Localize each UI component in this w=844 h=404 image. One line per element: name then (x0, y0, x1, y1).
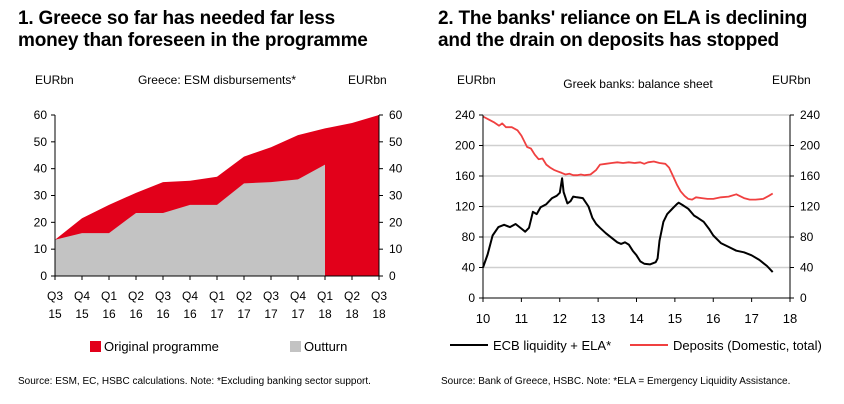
chart2-xtick-label: 14 (629, 311, 643, 326)
chart1-ytick-label-left: 40 (34, 162, 48, 176)
chart1-ytick-label-right: 10 (389, 242, 403, 256)
chart1-ytick-label-left: 20 (34, 215, 48, 229)
chart1-xtick-label-quarter: Q4 (182, 289, 198, 303)
chart1-ytick-label-right: 60 (389, 108, 403, 122)
chart1-xtick-label-year: 17 (291, 307, 305, 321)
chart2-ytick-label-left: 160 (455, 169, 475, 183)
chart1-ytick-label-left: 0 (40, 269, 47, 283)
chart1-xtick-label-quarter: Q1 (209, 289, 225, 303)
chart2-ytick-label-left: 0 (468, 291, 475, 305)
line-ecb-liquidity-ela (482, 177, 774, 273)
chart2-ytick-label-left: 120 (455, 200, 475, 214)
chart1-ytick-label-left: 10 (34, 242, 48, 256)
chart2-ytick-label-left: 200 (455, 139, 475, 153)
chart2-title-line1: 2. The banks' reliance on ELA is declini… (438, 8, 808, 29)
chart2-ylabel-left: EURbn (457, 73, 496, 87)
chart1-ytick-label-left: 60 (34, 108, 48, 122)
chart2-ytick-label-right: 0 (800, 291, 807, 305)
chart1-xtick-label-year: 16 (102, 307, 116, 321)
chart1-xtick-label-year: 16 (129, 307, 143, 321)
chart2-xtick-label: 15 (668, 311, 682, 326)
chart1-xtick-label-quarter: Q3 (47, 289, 63, 303)
chart2-ytick-label-left: 40 (462, 261, 476, 275)
chart2-ytick-label-right: 120 (800, 200, 820, 214)
chart1-xtick-label-quarter: Q1 (101, 289, 117, 303)
chart2-ytick-label-right: 160 (800, 169, 820, 183)
chart1-ylabel-right: EURbn (348, 73, 387, 87)
chart1-xtick-label-quarter: Q1 (317, 289, 333, 303)
chart1-xtick-label-quarter: Q3 (155, 289, 171, 303)
chart2-xtick-label: 11 (515, 311, 529, 326)
chart1-xtick-label-year: 15 (48, 307, 62, 321)
chart1-xtick-label-year: 16 (156, 307, 170, 321)
chart1-xtick-label-year: 18 (318, 307, 332, 321)
area-outturn (55, 164, 325, 276)
chart1-ytick-label-right: 50 (389, 135, 403, 149)
chart2-ytick-label-right: 200 (800, 139, 820, 153)
legend-swatch-outturn (290, 341, 301, 352)
chart1-title-line2: money than foreseen in the programme (18, 30, 368, 51)
chart2-xtick-label: 12 (553, 311, 567, 326)
chart1-ytick-label-right: 40 (389, 162, 403, 176)
chart1-ytick-label-right: 30 (389, 189, 403, 203)
chart1-xtick-label-quarter: Q4 (290, 289, 306, 303)
chart2-xtick-label: 13 (591, 311, 605, 326)
chart1-subtitle: Greece: ESM disbursements* (138, 73, 296, 87)
chart1-xtick-label-year: 18 (372, 307, 386, 321)
chart1-ytick-label-left: 50 (34, 135, 48, 149)
chart2-subtitle: Greek banks: balance sheet (563, 77, 713, 91)
legend-swatch-original-programme (90, 341, 101, 352)
chart1-xtick-label-quarter: Q2 (236, 289, 252, 303)
legend-label-original-programme: Original programme (104, 339, 219, 354)
chart2-xtick-label: 10 (476, 311, 490, 326)
chart2-title: 2. The banks' reliance on ELA is declini… (438, 8, 807, 52)
chart2-xtick-label: 18 (783, 311, 797, 326)
chart1-xtick-label-year: 17 (210, 307, 224, 321)
chart1-title: 1. Greece so far has needed far less mon… (18, 8, 368, 52)
chart2-ytick-label-left: 240 (455, 108, 475, 122)
legend-label-deposits: Deposits (Domestic, total) (673, 338, 822, 353)
chart2-ylabel-right: EURbn (772, 73, 811, 87)
chart1-xtick-label-quarter: Q3 (371, 289, 387, 303)
chart2-ytick-label-left: 80 (462, 230, 476, 244)
chart2-ytick-label-right: 80 (800, 230, 814, 244)
chart1-xtick-label-quarter: Q2 (128, 289, 144, 303)
chart1-title-line1: 1. Greece so far has needed far less (18, 8, 336, 29)
chart1-xtick-label-year: 17 (237, 307, 251, 321)
chart1-xtick-label-quarter: Q3 (263, 289, 279, 303)
chart1-xtick-label-year: 18 (345, 307, 359, 321)
chart2-source: Source: Bank of Greece, HSBC. Note: *ELA… (441, 376, 791, 387)
chart1-xtick-label-year: 15 (75, 307, 89, 321)
chart1-ytick-label-left: 30 (34, 189, 48, 203)
chart1-xtick-label-quarter: Q2 (344, 289, 360, 303)
chart1-xtick-label-year: 16 (183, 307, 197, 321)
line-deposits (482, 115, 774, 201)
chart2-xtick-label: 16 (706, 311, 720, 326)
chart2-xtick-label: 17 (744, 311, 758, 326)
chart1-xtick-label-year: 17 (264, 307, 278, 321)
chart1-ytick-label-right: 0 (389, 269, 396, 283)
chart1-ylabel-left: EURbn (35, 73, 74, 87)
legend-label-outturn: Outturn (304, 339, 347, 354)
legend-label-ecb-liquidity-ela: ECB liquidity + ELA* (493, 338, 611, 353)
chart1-source: Source: ESM, EC, HSBC calculations. Note… (18, 376, 371, 387)
chart1-ytick-label-right: 20 (389, 215, 403, 229)
chart2-ytick-label-right: 240 (800, 108, 820, 122)
chart2-title-line2: and the drain on deposits has stopped (438, 30, 779, 51)
chart1-xtick-label-quarter: Q4 (74, 289, 90, 303)
chart2-ytick-label-right: 40 (800, 261, 814, 275)
